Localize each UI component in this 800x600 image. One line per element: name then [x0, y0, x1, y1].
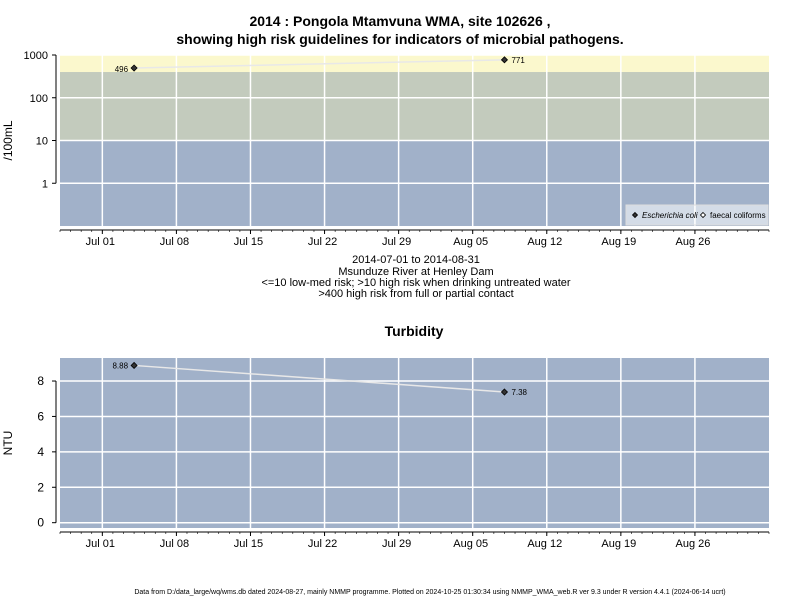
turbidity-point — [500, 388, 509, 396]
y-tick-label: 8 — [37, 374, 44, 388]
drinking-risk-caption: <=10 low-med risk; >10 high risk when dr… — [261, 277, 571, 289]
y-tick-label: 2 — [37, 480, 44, 494]
legend-box — [625, 204, 769, 226]
x-tick-label: Aug 05 — [453, 236, 488, 248]
date-range-caption: 2014-07-01 to 2014-08-31 — [352, 254, 480, 266]
x-tick-label: Aug 26 — [675, 236, 710, 248]
turbidity-line — [134, 364, 505, 393]
turbidity-panel: 0 2 4 6 8 Jul 01 Jul 08 Jul 15 Jul 22 Jul 29 Aug 0… — [1, 358, 770, 550]
x-tick-label: Aug 05 — [453, 538, 488, 550]
y-tick-label: 0 — [37, 516, 44, 530]
ecoli-line — [134, 59, 505, 69]
x-tick-label: Jul 15 — [234, 538, 263, 550]
data-label: 496 — [115, 65, 129, 74]
x-tick-label: Jul 08 — [160, 236, 189, 248]
footer-note: Data from D:/data_large/wq/wms.db dated … — [134, 589, 726, 596]
x-tick-label: Aug 26 — [675, 538, 710, 550]
ecoli-point — [130, 64, 138, 72]
x-tick-label: Jul 01 — [86, 538, 115, 550]
turbidity-point — [130, 361, 138, 370]
x-tick-label: Jul 22 — [308, 538, 337, 550]
turbidity-title: Turbidity — [384, 323, 444, 339]
x-tick-label: Jul 15 — [234, 236, 263, 248]
ecoli-point — [500, 56, 509, 64]
x-tick-label: Aug 19 — [601, 538, 636, 550]
microbial-panel: 1 10 100 1000 Jul 01 Jul 08 Jul 15 Jul 22 Jul 29… — [1, 50, 770, 248]
risk-band — [60, 72, 769, 141]
data-label: 771 — [511, 56, 525, 65]
legend-faecal-marker — [699, 211, 707, 219]
x-tick-label: Jul 22 — [308, 236, 337, 248]
x-tick-label: Jul 08 — [160, 538, 189, 550]
data-label: 8.88 — [112, 361, 128, 370]
y-axis-label: /100mL — [1, 120, 15, 160]
x-tick-label: Jul 29 — [382, 538, 411, 550]
x-tick-label: Aug 19 — [601, 236, 636, 248]
y-tick-label: 4 — [37, 445, 44, 459]
y-tick-label: 1 — [42, 178, 48, 190]
legend-ecoli-label: Escherichia coli — [642, 211, 698, 220]
plot-background — [60, 358, 769, 528]
y-tick-label: 100 — [30, 93, 48, 105]
chart-title-line-2: showing high risk guidelines for indicat… — [176, 31, 624, 47]
y-tick-label: 6 — [37, 409, 44, 423]
x-tick-label: Jul 01 — [86, 236, 115, 248]
risk-band — [60, 55, 769, 73]
data-label: 7.38 — [511, 388, 527, 397]
legend-faecal-label: faecal coliforms — [710, 211, 766, 220]
legend: Escherichia coli faecal coliforms — [625, 204, 769, 226]
site-name-caption: Msunduze River at Henley Dam — [338, 266, 494, 278]
x-tick-label: Aug 12 — [527, 236, 562, 248]
x-tick-label: Jul 29 — [382, 236, 411, 248]
contact-risk-caption: >400 high risk from full or partial cont… — [318, 288, 514, 300]
y-axis-label: NTU — [1, 431, 15, 456]
x-tick-label: Aug 12 — [527, 538, 562, 550]
y-tick-label: 1000 — [24, 50, 48, 62]
legend-ecoli-marker — [631, 211, 639, 219]
y-tick-label: 10 — [36, 136, 48, 148]
chart-title-line-1: 2014 : Pongola Mtamvuna WMA, site 102626… — [249, 13, 551, 29]
